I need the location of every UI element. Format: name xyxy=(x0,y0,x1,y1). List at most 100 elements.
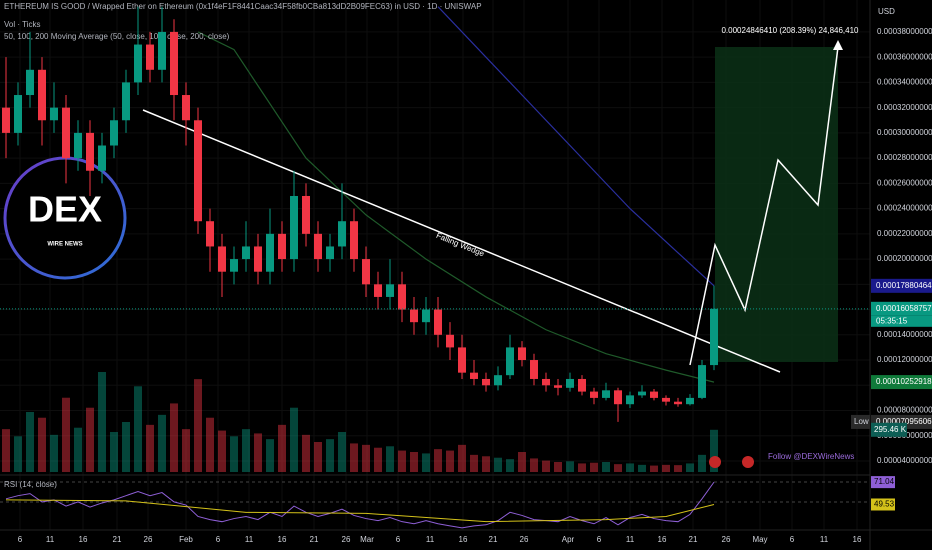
candle-body xyxy=(74,132,82,159)
candle-body xyxy=(614,390,622,405)
candle-body xyxy=(470,372,478,379)
volume-bar xyxy=(626,463,634,472)
logo-name: DEX xyxy=(28,189,102,230)
candle-body xyxy=(506,347,514,376)
follow-label: Follow @DEXWireNews xyxy=(768,452,854,461)
volume-bar xyxy=(50,434,58,472)
volume-bar xyxy=(710,429,718,472)
candle-body xyxy=(326,246,334,260)
candle-body xyxy=(254,246,262,272)
volume-bar xyxy=(530,458,538,472)
candle-body xyxy=(38,69,46,121)
volume-bar xyxy=(602,462,610,472)
volume-bar xyxy=(242,429,250,472)
x-tick-label: 21 xyxy=(489,535,498,544)
volume-bar xyxy=(350,443,358,472)
candle-body xyxy=(206,221,214,247)
volume-label: Vol · Ticks xyxy=(4,20,40,29)
volume-bar xyxy=(38,417,46,472)
volume-bar xyxy=(458,444,466,472)
event-icon xyxy=(709,456,721,468)
candle-body xyxy=(338,221,346,247)
candle-body xyxy=(266,233,274,272)
volume-bar xyxy=(686,463,694,472)
candle-body xyxy=(518,347,526,361)
x-tick-label: 26 xyxy=(722,535,731,544)
candle-body xyxy=(422,309,430,323)
candle-body xyxy=(494,375,502,386)
price-tag-label: 0.00010252918 xyxy=(876,377,932,386)
x-tick-label: 16 xyxy=(853,535,862,544)
candle-body xyxy=(122,82,130,121)
volume-bar xyxy=(374,447,382,472)
candle-body xyxy=(590,391,598,398)
candle-body xyxy=(98,145,106,171)
volume-bar xyxy=(230,436,238,472)
volume-bar xyxy=(482,456,490,472)
candle-body xyxy=(50,107,58,121)
price-tag xyxy=(871,375,932,390)
volume-bar xyxy=(218,430,226,472)
candle-body xyxy=(698,365,706,398)
candle-body xyxy=(170,31,178,96)
candle-body xyxy=(662,397,670,402)
y-tick-label: 0.00024000000 xyxy=(877,204,932,213)
y-tick-label: 0.00026000000 xyxy=(877,178,932,187)
chart-title: ETHEREUM IS GOOD / Wrapped Ether on Ethe… xyxy=(4,2,482,11)
candle-body xyxy=(242,246,250,260)
volume-bar xyxy=(254,433,262,472)
y-tick-label: 0.00028000000 xyxy=(877,153,932,162)
volume-bar xyxy=(506,459,514,472)
target-label: 0.00024846410 (208.39%) 24,846,410 xyxy=(721,26,859,35)
candle-body xyxy=(650,391,658,398)
ma-label: 50, 100, 200 Moving Average (50, close, … xyxy=(4,32,230,41)
candle-body xyxy=(26,69,34,96)
candle-body xyxy=(410,309,418,323)
volume-bar xyxy=(122,422,130,472)
y-tick-label: 0.00030000000 xyxy=(877,128,932,137)
volume-bar xyxy=(26,412,34,472)
low-label: Low xyxy=(854,417,869,426)
y-tick-label: 0.00020000000 xyxy=(877,254,932,263)
rsi-label: RSI (14, close) xyxy=(4,480,57,489)
x-tick-label: 21 xyxy=(113,535,122,544)
volume-bar xyxy=(434,449,442,472)
volume-bar xyxy=(170,403,178,472)
y-tick-label: 0.00012000000 xyxy=(877,355,932,364)
volume-bar xyxy=(398,450,406,472)
projection-path xyxy=(689,46,839,366)
countdown: 05:35:15 xyxy=(876,316,908,325)
volume-tag-label: 295.46 K xyxy=(874,425,907,434)
volume-bar xyxy=(158,414,166,472)
x-tick-label: 21 xyxy=(310,535,319,544)
volume-bar xyxy=(326,439,334,472)
x-tick-label: 6 xyxy=(396,535,401,544)
price-tag-label: 0.00017880464 xyxy=(876,281,932,290)
volume-bar xyxy=(194,379,202,472)
candle-body xyxy=(110,120,118,146)
candle-body xyxy=(542,378,550,386)
event-icon xyxy=(742,456,754,468)
candle-body xyxy=(626,395,634,405)
volume-bar xyxy=(614,464,622,472)
volume-bar xyxy=(650,465,658,472)
y-tick-label: 0.00034000000 xyxy=(877,78,932,87)
moving-average xyxy=(197,31,715,383)
low-tag xyxy=(851,414,870,429)
x-tick-label: 16 xyxy=(658,535,667,544)
candle-body xyxy=(686,397,694,405)
volume-bar xyxy=(86,407,94,472)
volume-bar xyxy=(266,439,274,472)
candle-body xyxy=(134,44,142,83)
moving-average xyxy=(437,6,715,287)
candle-body xyxy=(434,309,442,335)
volume-bar xyxy=(182,429,190,472)
x-tick-label: 6 xyxy=(597,535,602,544)
x-tick-label: Mar xyxy=(360,535,374,544)
target-box xyxy=(715,47,838,362)
volume-bar xyxy=(554,462,562,472)
candle-body xyxy=(386,284,394,297)
volume-bar xyxy=(14,436,22,472)
volume-bar xyxy=(314,442,322,472)
logo-tagline: WIRE NEWS xyxy=(47,242,82,248)
